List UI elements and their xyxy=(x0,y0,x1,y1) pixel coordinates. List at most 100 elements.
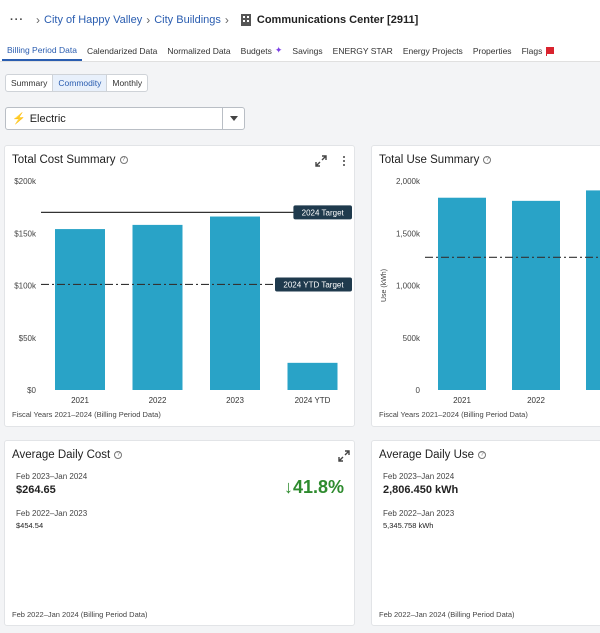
y-axis-label: Use (kWh) xyxy=(381,269,388,302)
bolt-icon: ⚡ xyxy=(12,113,26,125)
view-toggle: Summary Commodity Monthly xyxy=(5,74,149,92)
tab-flags[interactable]: Flags xyxy=(517,40,560,61)
previous-value: $454.54 xyxy=(16,521,44,530)
info-icon[interactable]: ? xyxy=(119,156,128,164)
y-tick-label: $150k xyxy=(14,229,37,238)
card-footer: Feb 2022–Jan 2024 (Billing Period Data) xyxy=(379,610,515,619)
y-tick-label: $50k xyxy=(19,334,37,343)
bar xyxy=(287,362,338,390)
chevron-right-icon: › xyxy=(146,13,151,27)
tab-properties[interactable]: Properties xyxy=(468,40,517,61)
sparkle-icon: ✦ xyxy=(274,45,283,55)
previous-value: 5,345.758 kWh xyxy=(383,521,434,530)
expand-icon[interactable] xyxy=(338,450,350,462)
breadcrumb-buildings[interactable]: City Buildings xyxy=(154,14,221,26)
card-title: Total Use Summary ? xyxy=(379,154,492,166)
chevron-right-icon: › xyxy=(36,13,40,27)
building-icon xyxy=(240,14,251,26)
card-title-text: Average Daily Cost xyxy=(12,449,111,461)
card-title: Total Cost Summary ? xyxy=(12,154,128,166)
tab-label: Savings xyxy=(292,45,323,56)
card-title-text: Average Daily Use xyxy=(379,449,475,461)
tab-label: Budgets xyxy=(240,45,272,56)
tab-budgets[interactable]: Budgets ✦ xyxy=(236,40,288,61)
percent-change: ↓41.8% xyxy=(283,477,344,497)
previous-period: Feb 2022–Jan 2023 xyxy=(383,509,455,518)
reference-line-label-box xyxy=(275,277,352,292)
chevron-down-icon xyxy=(229,116,238,121)
total-use-chart: 0 500k 1,000k 1,500k 2,000k Use (kWh) 2021 2022… xyxy=(381,177,600,405)
tab-normalized-data[interactable]: Normalized Data xyxy=(162,40,235,61)
tab-energy-star[interactable]: ENERGY STAR xyxy=(328,40,398,61)
tab-calendarized-data[interactable]: Calendarized Data xyxy=(82,40,162,61)
info-icon[interactable]: ? xyxy=(478,451,487,459)
commodity-select-value: Electric xyxy=(29,112,66,125)
y-tick-label: 500k xyxy=(403,334,421,343)
flag-icon xyxy=(546,47,555,56)
tab-billing-period-data[interactable]: Billing Period Data xyxy=(2,40,82,61)
x-tick-label: 2022 xyxy=(149,396,167,405)
toggle-monthly[interactable]: Monthly xyxy=(112,78,143,88)
bar xyxy=(210,216,260,390)
more-options-icon[interactable] xyxy=(338,155,350,167)
average-daily-cost-card: Average Daily Cost ? Feb 2023–Jan 2024 $… xyxy=(4,440,355,626)
y-tick-label: 1,500k xyxy=(396,229,421,238)
commodity-select[interactable]: ⚡ Electric xyxy=(5,107,245,130)
card-title-text: Total Use Summary xyxy=(379,154,480,166)
x-tick-label: 2021 xyxy=(71,396,89,405)
info-icon[interactable]: ? xyxy=(483,156,492,164)
card-title: Average Daily Use ? xyxy=(379,449,487,461)
card-footer: Fiscal Years 2021–2024 (Billing Period D… xyxy=(12,410,161,419)
y-tick-label: $100k xyxy=(14,282,37,291)
dropdown-toggle[interactable] xyxy=(222,108,244,129)
page-title: Communications Center [2911] xyxy=(256,14,419,26)
current-value: 2,806.450 kWh xyxy=(383,484,459,496)
x-tick-label: 2023 xyxy=(226,396,244,405)
tab-energy-projects[interactable]: Energy Projects xyxy=(398,40,468,61)
tab-label: Calendarized Data xyxy=(86,45,158,56)
x-tick-label: 2021 xyxy=(453,396,471,405)
y-tick-label: 0 xyxy=(416,386,421,395)
bar xyxy=(55,229,105,390)
x-tick-label: 2024 YTD xyxy=(295,396,331,405)
tab-label: Normalized Data xyxy=(167,45,231,56)
average-daily-use-card: Average Daily Use ? Feb 2023–Jan 2024 2,… xyxy=(371,440,600,626)
current-value: $264.65 xyxy=(16,484,56,496)
bar xyxy=(512,200,560,390)
card-footer: Fiscal Years 2021–2024 (Billing Period D… xyxy=(379,410,528,419)
bar xyxy=(132,224,183,390)
reference-line-label: 2024 Target xyxy=(302,208,345,217)
y-tick-label: $0 xyxy=(27,386,36,395)
more-breadcrumb-button[interactable]: ··· xyxy=(10,14,24,26)
current-period: Feb 2023–Jan 2024 xyxy=(383,472,455,481)
reference-line-label-box xyxy=(293,205,352,220)
total-cost-chart: $0 $50k $100k $150k $200k 2021 2022 2023 2024 YT… xyxy=(14,177,352,405)
y-tick-label: 2,000k xyxy=(396,177,421,186)
tab-label: Flags xyxy=(521,45,543,56)
tab-label: Billing Period Data xyxy=(7,44,77,55)
info-icon[interactable]: ? xyxy=(114,451,123,459)
card-title: Average Daily Cost ? xyxy=(12,449,123,461)
x-tick-label: 2022 xyxy=(527,396,545,405)
tab-label: Properties xyxy=(472,45,512,56)
toggle-commodity[interactable]: Commodity xyxy=(53,75,108,91)
current-period: Feb 2023–Jan 2024 xyxy=(16,472,88,481)
breadcrumb-city[interactable]: City of Happy Valley xyxy=(44,14,143,26)
toggle-summary[interactable]: Summary xyxy=(6,75,54,91)
reference-line-label: 2024 YTD Target xyxy=(283,280,344,289)
bar xyxy=(438,197,486,390)
chevron-right-icon: › xyxy=(224,13,229,27)
card-title-text: Total Cost Summary xyxy=(12,154,116,166)
y-tick-label: 1,000k xyxy=(396,282,421,291)
y-tick-label: $200k xyxy=(14,177,37,186)
expand-icon[interactable] xyxy=(315,155,327,167)
total-cost-card: Total Cost Summary ? $0 $50k $100k $150k $20… xyxy=(4,145,355,427)
tab-label: ENERGY STAR xyxy=(332,45,393,56)
card-footer: Feb 2022–Jan 2024 (Billing Period Data) xyxy=(12,610,148,619)
total-use-card: Total Use Summary ? 0 500k 1,000k 1,500k 2,0… xyxy=(371,145,600,427)
bar xyxy=(586,190,600,390)
tab-bar: Billing Period Data Calendarized Data No… xyxy=(0,40,600,62)
tab-label: Energy Projects xyxy=(402,45,463,56)
tab-savings[interactable]: Savings xyxy=(287,40,327,61)
previous-period: Feb 2022–Jan 2023 xyxy=(16,509,88,518)
